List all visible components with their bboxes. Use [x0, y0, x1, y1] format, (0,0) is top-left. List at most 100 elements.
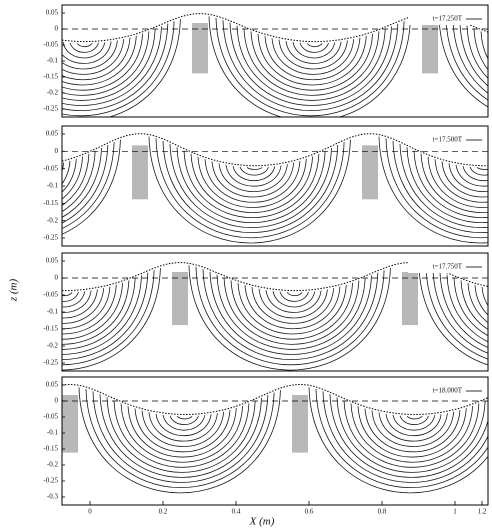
streamline — [265, 290, 322, 313]
y-tick-label: -0.15 — [43, 73, 58, 81]
streamline — [473, 28, 488, 70]
streamline — [155, 138, 345, 238]
streamline — [211, 161, 295, 198]
streamline — [62, 292, 73, 297]
streamline — [292, 42, 336, 59]
streamline — [10, 167, 39, 175]
streamline — [476, 167, 488, 170]
y-tick-label: 0.05 — [46, 257, 59, 265]
panel — [62, 262, 488, 371]
streamline — [76, 43, 93, 48]
streamline — [441, 161, 488, 198]
streamline — [399, 415, 429, 425]
streamline — [183, 150, 320, 219]
breaking-region — [362, 145, 378, 200]
streamline — [169, 415, 199, 425]
streamline — [399, 143, 488, 229]
y-tick-label: 0.05 — [46, 381, 59, 389]
streamline — [306, 43, 323, 48]
streamline — [427, 156, 488, 208]
free-surface — [62, 384, 488, 415]
streamline — [232, 165, 276, 181]
streamline — [455, 164, 488, 187]
streamline — [237, 282, 347, 335]
y-tick-label: -0.25 — [43, 477, 58, 485]
streamline — [432, 269, 488, 354]
streamline — [107, 18, 181, 117]
streamline — [452, 20, 488, 94]
streamline — [257, 33, 367, 86]
breaking-region — [192, 23, 208, 74]
streamline — [62, 270, 155, 366]
streamline — [188, 265, 391, 371]
streamline — [364, 408, 461, 453]
streamline — [62, 26, 162, 106]
streamline — [357, 406, 467, 458]
x-tick-label: 1 — [453, 508, 457, 516]
streamline — [243, 28, 380, 96]
streamline — [286, 292, 303, 297]
streamline — [244, 285, 341, 329]
streamline — [453, 277, 488, 337]
streamline — [78, 387, 281, 494]
streamline — [62, 42, 106, 59]
breaking-region — [172, 272, 188, 326]
streamline — [195, 266, 385, 366]
streamline — [434, 159, 488, 203]
time-label-bg — [408, 385, 484, 397]
streamline — [62, 37, 131, 80]
breaking-region — [132, 145, 148, 200]
streamline — [62, 289, 98, 319]
streamline — [176, 147, 326, 223]
streamline — [336, 397, 486, 473]
streamline — [62, 153, 90, 206]
streamline — [218, 163, 288, 193]
panel — [62, 13, 488, 117]
y-tick-label: -0.15 — [43, 445, 58, 453]
y-tick-label: 0 — [55, 147, 59, 155]
streamline — [279, 291, 309, 302]
streamline — [392, 140, 488, 233]
streamline — [413, 150, 488, 219]
streamline — [216, 274, 366, 350]
streamline — [17, 168, 32, 170]
streamline — [371, 410, 455, 447]
streamline — [378, 136, 488, 244]
time-label: t=17.500T — [433, 136, 463, 144]
streamline — [285, 41, 342, 64]
streamline — [223, 277, 360, 345]
free-surface — [62, 133, 488, 167]
streamline — [343, 400, 480, 468]
streamline — [230, 280, 353, 340]
streamline — [3, 166, 45, 181]
streamline — [487, 33, 488, 37]
y-tick-label: -0.1 — [47, 57, 59, 65]
time-label: t=17.750T — [433, 263, 463, 271]
streamline — [378, 412, 448, 442]
streamline — [204, 159, 301, 203]
streamline — [222, 20, 399, 111]
y-tick-label: -0.2 — [47, 461, 59, 469]
panel-frame — [61, 376, 489, 506]
streamline — [446, 274, 488, 342]
streamline — [229, 22, 392, 106]
streamline — [459, 22, 488, 87]
y-axis-label: z (m) — [8, 279, 20, 303]
streamline — [278, 39, 348, 70]
time-label-bg — [408, 134, 484, 146]
streamline — [466, 25, 488, 79]
streamline — [209, 271, 372, 355]
streamline — [62, 40, 118, 70]
streamline — [62, 144, 109, 224]
streamline — [106, 397, 256, 473]
streamline — [62, 267, 161, 371]
streamline — [92, 391, 269, 483]
streamline — [322, 391, 488, 483]
streamline — [448, 163, 488, 193]
x-tick-label: 0.6 — [305, 508, 314, 516]
y-tick-label: 0.05 — [46, 130, 59, 138]
streamline — [329, 394, 488, 478]
panel — [3, 133, 488, 244]
streamline — [225, 164, 282, 187]
streamline — [99, 394, 262, 478]
